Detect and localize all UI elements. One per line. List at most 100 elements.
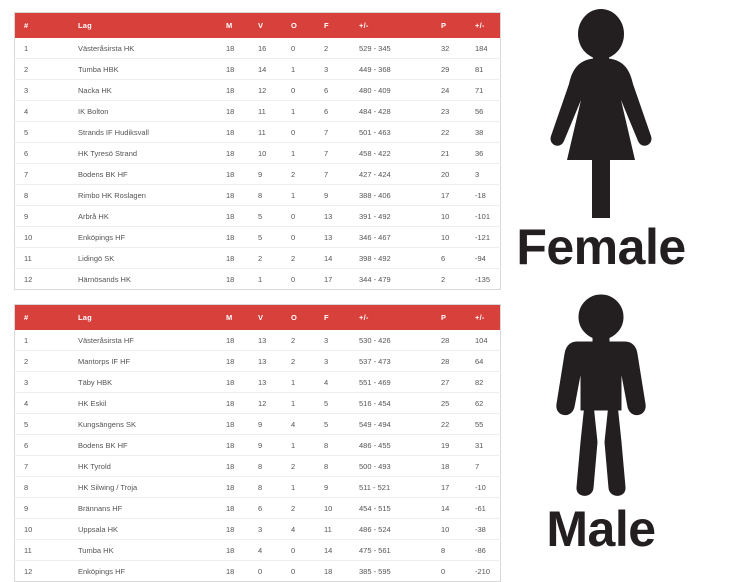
cell-draws: 1 <box>291 100 324 122</box>
cell-points: 29 <box>441 58 475 80</box>
cell-wins: 9 <box>258 434 291 456</box>
table-row[interactable]: 12 Härnösands HK 18 1 0 17 344 - 479 2 -135 <box>14 268 501 290</box>
cell-team-name: Brännans HF <box>58 497 226 519</box>
cell-played: 18 <box>226 518 258 540</box>
cell-goals: 484 - 428 <box>359 100 441 122</box>
cell-position: 7 <box>14 455 58 477</box>
header-row: # Lag M V O F +/- P +/- <box>14 304 501 330</box>
cell-played: 18 <box>226 184 258 206</box>
cell-difference: 7 <box>475 455 501 477</box>
cell-wins: 9 <box>258 163 291 185</box>
cell-losses: 5 <box>324 413 359 435</box>
cell-team-name: Härnösands HK <box>58 268 226 290</box>
table-row[interactable]: 7 Bodens BK HF 18 9 2 7 427 - 424 20 3 <box>14 163 501 185</box>
cell-wins: 12 <box>258 79 291 101</box>
table-row[interactable]: 11 Lidingö SK 18 2 2 14 398 - 492 6 -94 <box>14 247 501 269</box>
table-row[interactable]: 10 Enköpings HF 18 5 0 13 346 - 467 10 -121 <box>14 226 501 248</box>
cell-wins: 5 <box>258 226 291 248</box>
cell-losses: 9 <box>324 476 359 498</box>
cell-played: 18 <box>226 455 258 477</box>
column-header-position[interactable]: # <box>24 21 29 30</box>
table-row[interactable]: 2 Tumba HBK 18 14 1 3 449 - 368 29 81 <box>14 58 501 80</box>
cell-losses: 7 <box>324 163 359 185</box>
table-row[interactable]: 3 Nacka HK 18 12 0 6 480 - 409 24 71 <box>14 79 501 101</box>
column-header-draws[interactable]: O <box>291 313 298 322</box>
table-row[interactable]: 9 Brännans HF 18 6 2 10 454 - 515 14 -61 <box>14 497 501 519</box>
cell-position: 5 <box>14 121 58 143</box>
column-header-difference[interactable]: +/- <box>475 313 485 322</box>
cell-difference: 71 <box>475 79 501 101</box>
column-header-goals[interactable]: +/- <box>359 21 369 30</box>
table-row[interactable]: 10 Uppsala HK 18 3 4 11 486 - 524 10 -38 <box>14 518 501 540</box>
table-row[interactable]: 1 Västeråsirsta HF 18 13 2 3 530 - 426 28 104 <box>15 330 501 351</box>
table-row[interactable]: 9 Arbrå HK 18 5 0 13 391 - 492 10 -101 <box>14 205 501 227</box>
cell-team-name: Täby HBK <box>58 371 226 393</box>
cell-position: 1 <box>24 43 29 53</box>
cell-losses: 13 <box>324 205 359 227</box>
cell-losses: 17 <box>324 268 359 290</box>
table-row[interactable]: 8 Rimbo HK Roslagen 18 8 1 9 388 - 406 17 -18 <box>14 184 501 206</box>
cell-team-name: Enköpings HF <box>58 560 226 582</box>
cell-draws: 0 <box>291 79 324 101</box>
header-row: # Lag M V O F +/- P +/- <box>14 12 501 38</box>
column-header-position[interactable]: # <box>24 313 29 322</box>
cell-wins: 16 <box>258 43 267 53</box>
table-row[interactable]: 6 Bodens BK HF 18 9 1 8 486 - 455 19 31 <box>14 434 501 456</box>
cell-difference: 36 <box>475 142 501 164</box>
column-header-goals[interactable]: +/- <box>359 313 369 322</box>
column-header-points[interactable]: P <box>441 21 447 30</box>
column-header-played[interactable]: M <box>226 313 233 322</box>
cell-draws: 0 <box>291 560 324 582</box>
cell-losses: 8 <box>324 434 359 456</box>
column-header-team[interactable]: Lag <box>78 21 92 30</box>
table-row[interactable]: 1 Västeråsirsta HK 18 16 0 2 529 - 345 32 184 <box>15 38 501 59</box>
cell-draws: 0 <box>291 121 324 143</box>
cell-points: 23 <box>441 100 475 122</box>
cell-draws: 0 <box>291 539 324 561</box>
column-header-played[interactable]: M <box>226 21 233 30</box>
column-header-draws[interactable]: O <box>291 21 298 30</box>
table-row[interactable]: 3 Täby HBK 18 13 1 4 551 - 469 27 82 <box>14 371 501 393</box>
cell-losses: 6 <box>324 79 359 101</box>
column-header-losses[interactable]: F <box>324 313 329 322</box>
cell-points: 10 <box>441 226 475 248</box>
cell-goals: 391 - 492 <box>359 205 441 227</box>
cell-goals: 427 - 424 <box>359 163 441 185</box>
cell-draws: 1 <box>291 392 324 414</box>
cell-played: 18 <box>226 247 258 269</box>
cell-played: 18 <box>226 335 235 345</box>
table-row[interactable]: 4 HK Eskil 18 12 1 5 516 - 454 25 62 <box>14 392 501 414</box>
cell-losses: 5 <box>324 392 359 414</box>
cell-losses: 6 <box>324 100 359 122</box>
column-header-losses[interactable]: F <box>324 21 329 30</box>
table-row[interactable]: 11 Tumba HK 18 4 0 14 475 - 561 8 -86 <box>14 539 501 561</box>
cell-played: 18 <box>226 100 258 122</box>
cell-played: 18 <box>226 268 258 290</box>
cell-draws: 2 <box>291 335 296 345</box>
cell-losses: 7 <box>324 142 359 164</box>
table-row[interactable]: 5 Kungsängens SK 18 9 4 5 549 - 494 22 55 <box>14 413 501 435</box>
column-header-wins[interactable]: V <box>258 313 264 322</box>
table-row[interactable]: 8 HK Silwing / Troja 18 8 1 9 511 - 521 17 -10 <box>14 476 501 498</box>
cell-losses: 18 <box>324 560 359 582</box>
cell-played: 18 <box>226 539 258 561</box>
cell-played: 18 <box>226 43 235 53</box>
table-row[interactable]: 4 IK Bolton 18 11 1 6 484 - 428 23 56 <box>14 100 501 122</box>
column-header-team[interactable]: Lag <box>78 313 92 322</box>
column-header-wins[interactable]: V <box>258 21 264 30</box>
table-row[interactable]: 6 HK Tyresö Strand 18 10 1 7 458 - 422 21 36 <box>14 142 501 164</box>
cell-difference: -10 <box>475 476 501 498</box>
table-row[interactable]: 2 Mantorps IF HF 18 13 2 3 537 - 473 28 64 <box>14 350 501 372</box>
cell-position: 10 <box>14 226 58 248</box>
table-row[interactable]: 12 Enköpings HF 18 0 0 18 385 - 595 0 -210 <box>14 560 501 582</box>
cell-team-name: IK Bolton <box>58 100 226 122</box>
cell-wins: 12 <box>258 392 291 414</box>
cell-team-name: Strands IF Hudiksvall <box>58 121 226 143</box>
column-header-difference[interactable]: +/- <box>475 21 485 30</box>
cell-draws: 4 <box>291 413 324 435</box>
table-row[interactable]: 5 Strands IF Hudiksvall 18 11 0 7 501 - 463 22 3… <box>14 121 501 143</box>
male-label: Male <box>546 501 656 557</box>
column-header-points[interactable]: P <box>441 313 447 322</box>
table-row[interactable]: 7 HK Tyrold 18 8 2 8 500 - 493 18 7 <box>14 455 501 477</box>
cell-position: 5 <box>14 413 58 435</box>
